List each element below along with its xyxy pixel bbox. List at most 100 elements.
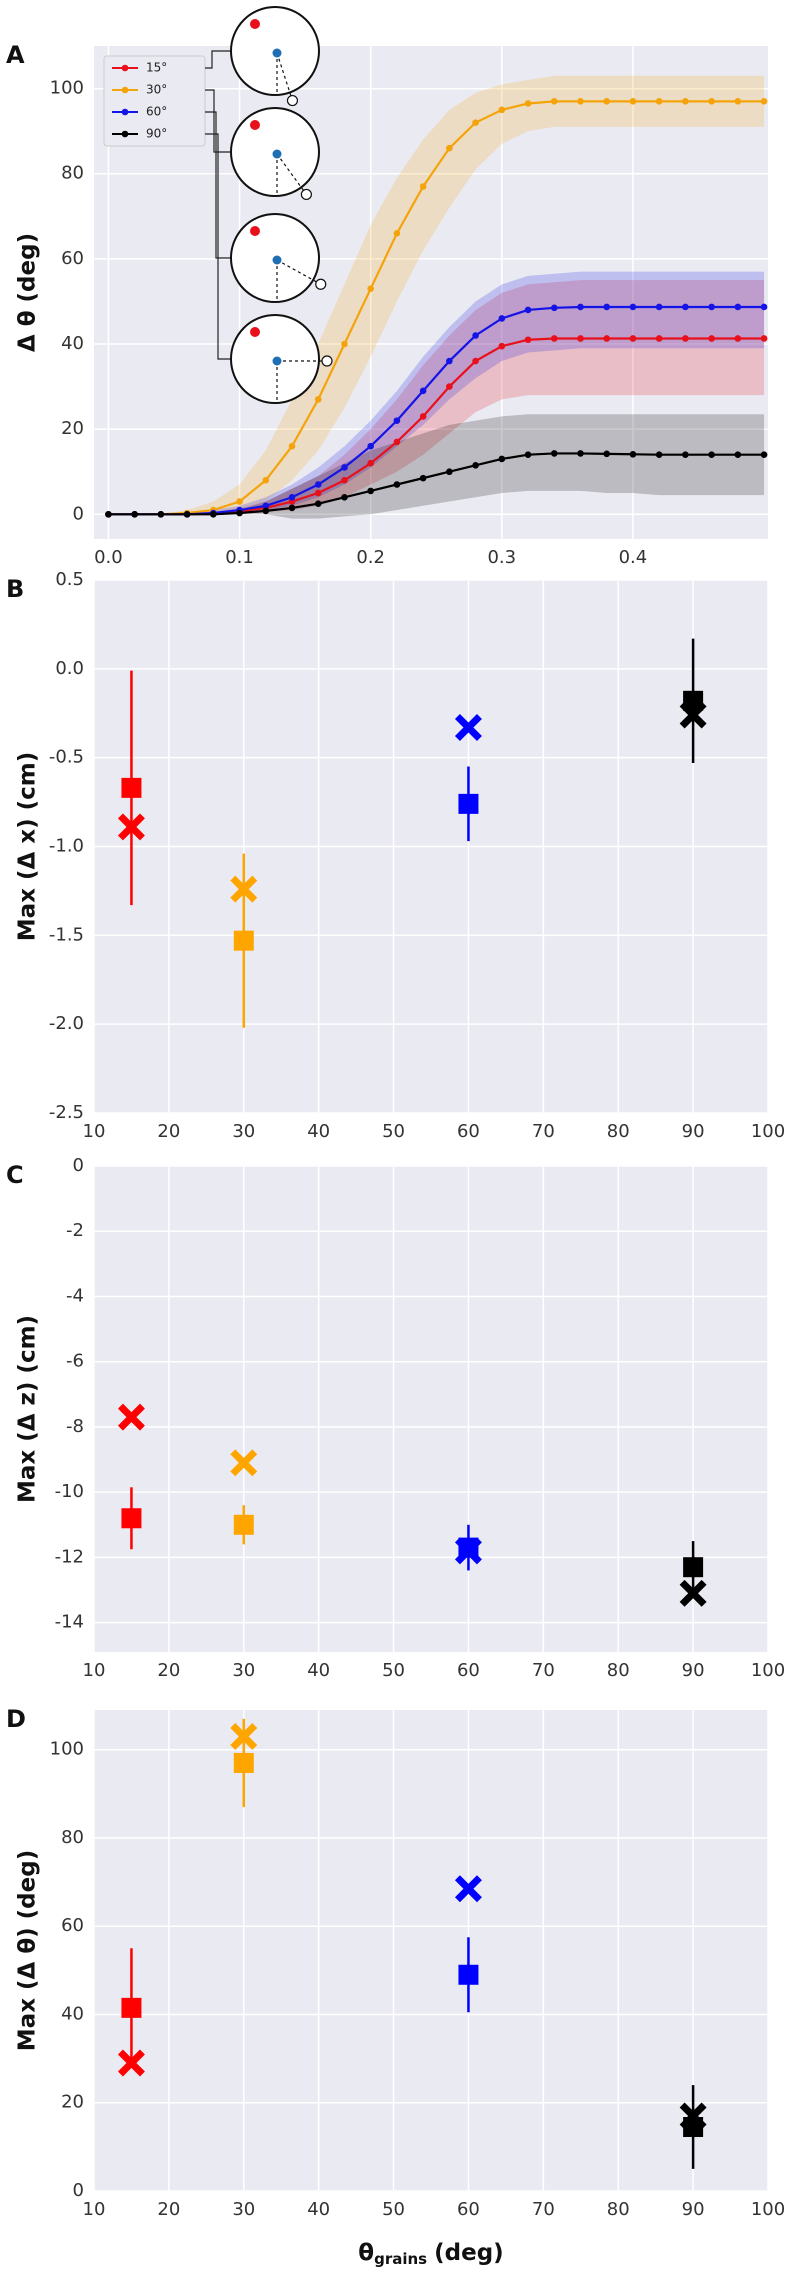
series-point [131,511,138,518]
series-point [419,474,427,482]
x-tick-label: 40 [307,2199,330,2220]
legend: 15° 30° 60° 90° [103,55,206,147]
x-axis-subscript: grains [374,2250,427,2268]
y-tick-label: -2 [66,1220,84,1241]
square-marker [458,793,479,814]
series-point [524,451,532,459]
series-point [550,98,558,105]
legend-label: 15° [146,61,167,75]
confidence-band [108,271,765,515]
diagram-blue-dot [272,149,282,159]
x-axis-symbol: θ [358,2240,374,2266]
series-point [210,511,217,518]
legend-box [103,55,206,147]
series-point [524,100,532,107]
series-point [655,303,663,311]
series-point [550,450,558,457]
series-point [760,303,768,311]
x-tick-label: 100 [751,1121,785,1142]
series-point [760,451,768,459]
series-point [472,119,479,126]
series-point [367,459,374,467]
series-point [419,413,427,420]
y-tick-label: -10 [55,1481,84,1502]
series-point [236,498,243,505]
y-tick-label: -8 [66,1416,84,1437]
series-point [341,464,348,471]
diagram-blue-dot [272,356,282,366]
x-tick-label: 80 [607,1660,630,1681]
x-tick-label: 30 [232,2199,255,2220]
x-tick-label: 40 [307,1660,330,1681]
series-point [708,451,715,459]
y-tick-label: 60 [61,248,84,269]
x-marker [679,2102,707,2130]
diagram-red-dot [250,327,260,337]
y-tick-label: 80 [61,1827,84,1848]
series-point [472,357,479,365]
y-tick-label: -1.5 [49,924,84,945]
diagram-red-dot [250,19,260,29]
series-point [341,340,348,348]
y-tick-label: -12 [55,1546,84,1567]
square-marker [458,1964,479,1985]
panel-label: C [6,1161,24,1189]
y-axis-label: Max (Δ x) (cm) [15,752,41,942]
plot-background [94,46,768,539]
series-point [236,509,243,517]
y-tick-label: 0 [73,2180,84,2201]
diagram-grain [321,355,333,367]
x-axis-unit: (deg) [434,2240,504,2266]
series-point [472,332,479,339]
series-point [393,417,401,424]
x-tick-label: 20 [157,2199,180,2220]
series-point [682,451,689,459]
x-tick-label: 10 [83,1121,106,1142]
series-point [760,98,768,105]
legend-label: 90° [146,127,167,141]
series-point [708,98,715,105]
x-marker [230,1449,258,1477]
series-point [734,335,742,342]
legend-marker [121,64,129,72]
series-point [603,303,611,311]
diagram-blue-dot [272,48,282,58]
series-point [498,455,506,463]
y-tick-label: 40 [61,2003,84,2024]
series-point [105,511,112,518]
x-tick-label: 70 [532,1660,555,1681]
x-marker [679,701,707,729]
diagram-red-dot [250,226,260,236]
series-point [550,304,558,312]
x-tick-label: 50 [382,1660,405,1681]
connector-line [205,133,231,360]
series-point [262,502,270,510]
series-point [498,106,506,114]
panel-label: A [6,41,25,69]
series-point [288,504,296,512]
series-point [262,507,270,515]
series-point [446,357,453,365]
confidence-band [108,75,765,515]
diagram-grain [315,278,327,290]
series-point [603,450,611,458]
connector-line [205,50,231,69]
x-marker [230,1723,258,1750]
x-marker [454,1537,482,1565]
series-point [262,476,270,484]
series-point [577,303,584,311]
series-point [446,383,453,390]
series-point [734,98,742,105]
series-point [682,303,689,311]
diagram-grain [300,188,312,201]
x-tick-label: 40 [307,1121,330,1142]
series-point [341,476,348,484]
legend-label: 30° [146,83,167,97]
series-point [419,183,427,190]
diagram-blue-dot [272,255,282,265]
y-tick-label: 0.0 [55,658,84,679]
connector-line [205,89,231,153]
diagram-arm [276,259,318,283]
x-marker [117,813,145,841]
legend-label: 60° [146,105,167,119]
